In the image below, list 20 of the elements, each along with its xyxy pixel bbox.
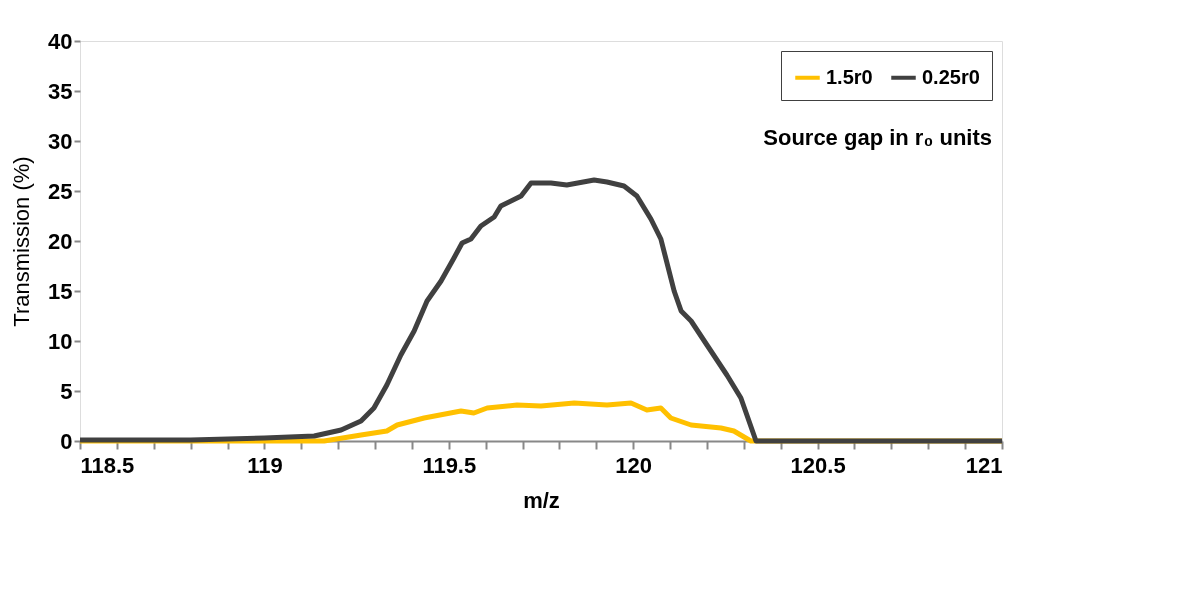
x-tick-label: 120 (615, 452, 653, 478)
y-tick-label: 10 (48, 328, 73, 354)
y-tick-label: 35 (48, 78, 73, 104)
y-tick-label: 15 (48, 278, 73, 304)
legend-label: 1.5r0 (826, 65, 873, 88)
x-tick-label: 119.5 (422, 452, 477, 478)
y-tick-label: 25 (48, 178, 73, 204)
y-tick-label: 0 (60, 428, 73, 454)
y-tick-label: 5 (60, 378, 73, 404)
annotation: Source gap in r₀ units (763, 125, 992, 150)
legend-label: 0.25r0 (922, 65, 980, 88)
y-tick-label: 30 (48, 128, 73, 154)
x-tick-label: 118.5 (80, 452, 135, 478)
x-tick-label: 120.5 (790, 452, 846, 478)
y-axis-title: Transmission (%) (9, 156, 35, 327)
x-tick-label: 119 (247, 452, 283, 478)
x-tick-label: 121 (965, 452, 1003, 478)
y-tick-label: 40 (48, 28, 73, 54)
x-axis-title: m/z (523, 487, 560, 513)
y-tick-label: 20 (48, 228, 73, 254)
